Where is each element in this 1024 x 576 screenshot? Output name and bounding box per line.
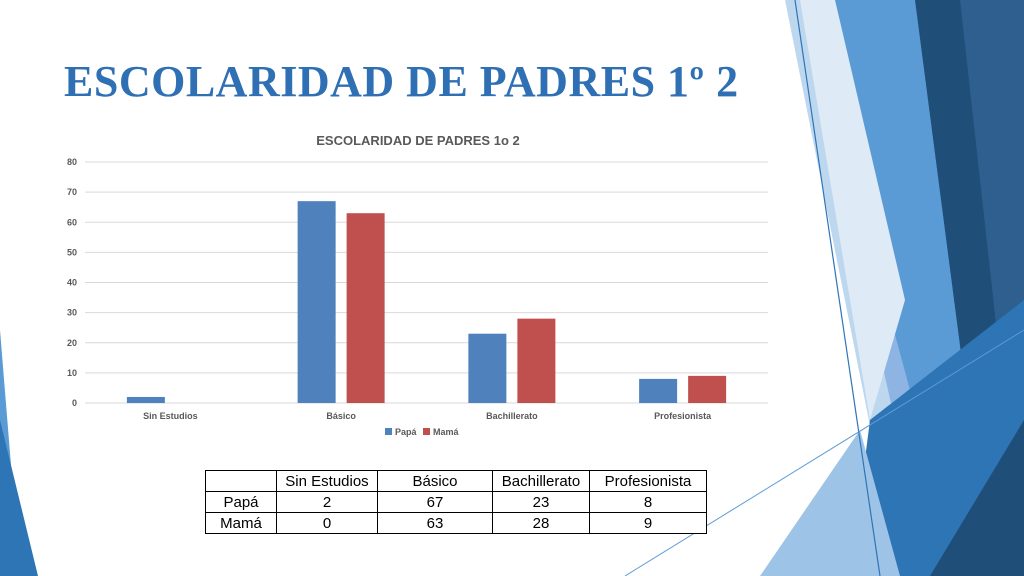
bar-chart: ESCOLARIDAD DE PADRES 1o 2 0 10 20 30 40 50 60…: [67, 133, 768, 437]
chart-bars: [126, 201, 727, 403]
y-tick-label: 10: [67, 368, 77, 378]
deco-facet-white: [800, 0, 905, 420]
data-table: Sin Estudios Básico Bachillerato Profesi…: [205, 470, 707, 534]
y-tick-label: 70: [67, 187, 77, 197]
table-header-cell: Profesionista: [589, 470, 707, 492]
y-tick-label: 0: [72, 398, 77, 408]
deco-left-strip-2: [0, 420, 38, 576]
table-cell: 67: [377, 491, 493, 513]
chart-title: ESCOLARIDAD DE PADRES 1o 2: [316, 133, 519, 148]
y-tick-label: 80: [67, 157, 77, 167]
table-header-cell: Sin Estudios: [276, 470, 378, 492]
table-cell: 0: [276, 512, 378, 534]
table-cell: 9: [589, 512, 707, 534]
deco-facet-deep: [930, 420, 1024, 576]
table-cell: 28: [492, 512, 590, 534]
table-header-cell: [205, 470, 277, 492]
legend-swatch: [385, 428, 392, 435]
table-cell: 2: [276, 491, 378, 513]
y-tick-label: 30: [67, 308, 77, 318]
y-tick-label: 40: [67, 278, 77, 288]
chart-gridlines: [85, 161, 768, 404]
bar-Mamá-Bachillerato: [517, 318, 556, 403]
x-tick-label: Básico: [326, 411, 356, 421]
table-header-row: Sin Estudios Básico Bachillerato Profesi…: [205, 470, 707, 492]
slide-title: ESCOLARIDAD DE PADRES 1º 2: [64, 57, 739, 106]
y-tick-label: 50: [67, 247, 77, 257]
table-cell: 8: [589, 491, 707, 513]
legend-label: Mamá: [433, 427, 460, 437]
x-axis-ticks: Sin Estudios Básico Bachillerato Profesioni…: [143, 411, 712, 421]
bar-Papá-Sin Estudios: [126, 396, 165, 403]
table-cell: Papá: [205, 491, 277, 513]
chart-legend: Papá Mamá: [385, 427, 460, 437]
table-cell: 23: [492, 491, 590, 513]
deco-line-2: [624, 329, 1024, 576]
table-header-cell: Básico: [377, 470, 493, 492]
deco-line-1: [794, 0, 881, 576]
legend-label: Papá: [395, 427, 418, 437]
y-axis-ticks: 0 10 20 30 40 50 60 70 80: [67, 157, 77, 408]
table-cell: Mamá: [205, 512, 277, 534]
x-tick-label: Sin Estudios: [143, 411, 198, 421]
y-tick-label: 20: [67, 338, 77, 348]
table-cell: 63: [377, 512, 493, 534]
table-row: Papá 2 67 23 8: [205, 491, 707, 513]
table-row: Mamá 0 63 28 9: [205, 512, 707, 534]
bar-Mamá-Profesionista: [688, 375, 727, 403]
x-tick-label: Bachillerato: [486, 411, 538, 421]
deco-facet-pale: [760, 430, 900, 576]
bar-Mamá-Básico: [346, 213, 385, 403]
bar-Papá-Profesionista: [639, 378, 678, 403]
y-tick-label: 60: [67, 217, 77, 227]
x-tick-label: Profesionista: [654, 411, 712, 421]
legend-swatch: [423, 428, 430, 435]
table-header-cell: Bachillerato: [492, 470, 590, 492]
bar-Papá-Básico: [297, 201, 336, 403]
bar-Papá-Bachillerato: [468, 333, 507, 403]
